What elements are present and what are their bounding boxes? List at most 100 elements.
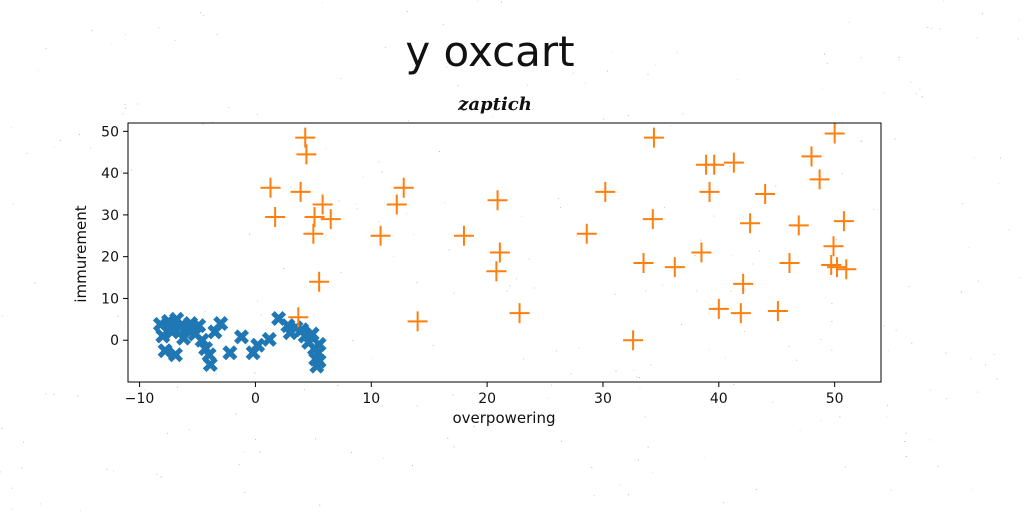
speckle [453,292,455,294]
speckle [319,504,321,506]
speckle [883,92,885,94]
speckle [694,255,696,257]
speckle [283,268,285,269]
speckle [946,398,948,400]
speckle [521,215,522,217]
speckle [371,357,373,359]
speckle [452,394,454,396]
speckle [446,66,448,68]
speckle [416,282,418,284]
series-1-point [261,331,277,347]
speckle [978,280,979,282]
speckle [970,358,972,360]
speckle [554,419,556,421]
speckle [39,503,41,505]
speckle [713,215,715,217]
speckle [904,441,906,442]
speckle [981,12,983,14]
series-2-point [290,181,311,202]
speckle [628,115,629,117]
speckle [614,293,616,295]
speckle [611,51,613,53]
speckle [158,27,160,29]
series-2-point [733,273,754,294]
speckle [26,153,28,154]
speckle [652,472,654,474]
series-2-point [699,181,720,202]
speckle [413,234,415,236]
y-axis: 0 10 20 30 40 50 [101,124,128,349]
speckle [723,502,725,504]
speckle [700,239,702,241]
series-2-point [642,209,663,230]
speckle [848,21,850,23]
speckle [943,0,944,2]
speckle [682,113,684,115]
series-2-point [823,236,844,257]
speckle [755,489,757,491]
speckle [176,386,178,388]
speckle [45,47,47,49]
series-2-point [740,213,761,234]
speckle [60,140,61,141]
speckle [927,27,929,28]
speckle [708,349,710,351]
series-2-point [487,190,508,211]
speckle [12,203,14,205]
series-1-point [311,336,327,352]
speckle [910,81,912,83]
speckle [512,421,514,423]
speckle [11,508,13,510]
speckle [555,350,557,352]
series-1-point [194,332,210,348]
speckle [438,151,440,152]
speckle [650,364,652,366]
series-2-point [509,303,530,324]
speckle [412,465,413,466]
speckle [119,320,121,322]
series-2-point [836,259,857,280]
plot-frame [127,122,882,383]
speckle [90,147,91,149]
y-axis-label: immurement [72,205,90,302]
speckle [207,370,209,372]
speckle [742,216,744,218]
speckle [971,488,973,490]
speckle [1019,277,1021,279]
speckle [338,200,340,202]
speckle [968,246,970,248]
series-2 [260,123,857,351]
speckle [883,325,885,327]
speckle [506,290,508,292]
series-2-point [824,123,845,144]
speckle [591,466,593,468]
speckle [724,357,726,359]
speckle [999,157,1001,159]
x-tick-label: 50 [826,391,844,407]
speckle [836,123,838,125]
speckle [860,57,862,59]
speckle [894,138,896,140]
y-tick-label: 20 [101,250,119,266]
speckle [908,286,910,288]
speckle [124,103,126,105]
speckle [547,397,549,399]
series-2-point [486,261,507,282]
series-2-point [809,169,830,190]
speckle [733,384,735,386]
speckle [633,369,635,371]
speckle [362,176,364,178]
speckle [937,465,939,467]
speckle [202,123,204,125]
speckle [670,125,672,127]
x-axis-label: overpowering [452,409,555,427]
series-2-point [723,152,744,173]
speckle [256,114,258,116]
series-2-point [407,311,428,332]
series-2-point [386,194,407,215]
speckle [325,235,327,237]
y-tick-label: 0 [110,333,119,349]
series-2-point [623,330,644,351]
speckle [382,457,384,459]
